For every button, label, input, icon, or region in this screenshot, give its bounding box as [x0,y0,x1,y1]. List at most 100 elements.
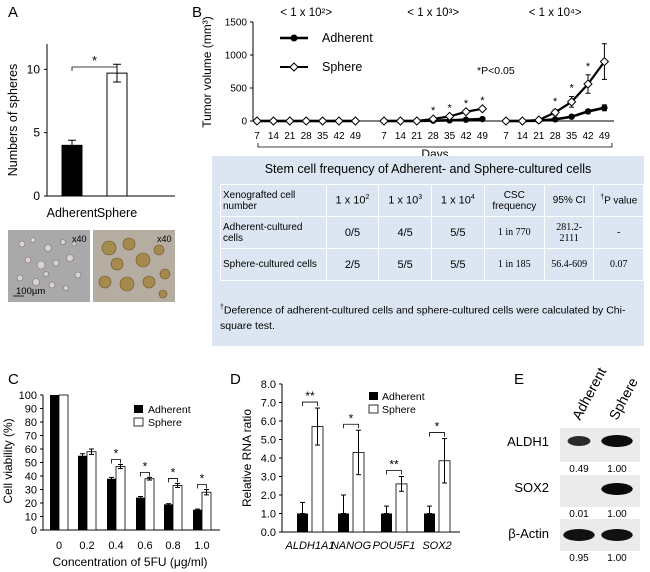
y-tick-label: 8.0 [261,379,276,391]
row-label: Adherent-cultured cells [220,216,327,249]
scale-bar-label: 100µm [16,286,45,297]
bar-adherent [136,497,145,530]
day-tick-label: 35 [566,131,578,142]
legend-swatch-adherent [369,392,378,400]
sphere-marker [599,56,610,67]
x-gene-label: POU5F1 [373,540,416,552]
bar-adherent [338,513,349,532]
blot-label: ALDH1 [507,434,549,449]
panel-letter-d: D [230,371,241,388]
y-tick-label: 80 [25,417,37,429]
x-gene-label: NANOG [331,540,372,552]
significance-bracket [343,423,359,429]
sphere-marker [252,116,262,126]
frequency-table: Xenografted cell number 1 x 102 1 x 103 … [220,184,644,281]
blot-label: SOX2 [514,480,549,495]
adherent-marker [584,108,592,115]
y-tick-label: 60 [25,444,37,456]
legend-swatch-sphere [133,417,144,427]
y-tick-label: 1500 [225,18,248,29]
x-axis-label: Concentration of 5FU (μg/ml) [53,555,208,569]
y-tick-label: 6.0 [261,416,276,428]
legend-label-adherent: Adherent [322,31,373,45]
significance-bracket [140,471,150,477]
legend-swatch-sphere [368,404,379,414]
sphere-marker [550,107,560,118]
sphere-marker [583,79,593,89]
day-tick-label: 7 [254,131,260,142]
significance-marker: * [92,53,97,68]
legend-label-sphere: Sphere [148,417,182,429]
header-cell-1e2: 1 x 102 [325,184,380,217]
cell-value: 5/5 [431,216,485,249]
group-title: < 1 x 10²> [280,7,332,19]
y-tick-label: 1.0 [261,509,276,521]
legend-label-sphere: Sphere [322,60,362,74]
y-tick-label: 50 [25,458,37,470]
cell-pvalue: 0.07 [593,248,644,281]
table-header-row: Xenografted cell number 1 x 102 1 x 103 … [220,184,644,217]
band-ratio-sphere: 1.00 [607,464,627,475]
day-tick-label: 42 [333,131,345,142]
sphere-marker [428,114,438,124]
panel-letter-b: B [192,4,202,21]
legend-swatch-adherent [134,405,143,413]
sphere-marker [501,116,511,126]
y-tick-label: 4.0 [261,453,276,465]
y-axis-label: Cell viability (%) [1,418,15,503]
day-tick-label: 21 [411,131,423,142]
sphere-photo-adherent: x40 100µm [8,230,90,302]
sphere-marker [350,116,361,126]
adherent-marker [462,116,470,123]
significance-note: *P<0.05 [477,65,515,77]
cell-csc-frequency: 1 in 770 [483,216,545,249]
significance-marker: * [143,459,148,473]
legend-marker-sphere [289,62,299,72]
significance-marker: * [435,420,440,434]
significance-bracket [111,459,121,464]
band-ratio-adherent: 0.49 [569,464,589,475]
bar-sphere [172,485,183,531]
sphere-cells-image: x40 [93,230,175,302]
day-tick-label: 14 [268,131,280,142]
stem-cell-frequency-table: Stem cell frequency of Adherent- and Sph… [212,156,644,346]
bar-sphere [201,491,212,531]
x-gene-label: SOX2 [422,540,451,552]
header-cell-csc: CSC frequency [483,184,545,217]
y-tick-label: 500 [230,84,247,95]
x-tick-label: 0.2 [79,540,94,552]
table-row: Adherent-cultured cells 0/5 4/5 5/5 1 in… [220,216,644,249]
y-tick-label: 20 [25,498,37,510]
lane-label-sphere: Sphere [606,375,641,423]
blot-band [601,483,633,495]
blot-band [563,529,595,541]
y-tick-label: 10 [27,62,41,76]
adherent-marker [479,115,486,123]
y-tick-label: 70 [25,431,37,443]
day-tick-label: 49 [350,131,362,142]
day-tick-label: 35 [317,131,329,142]
photo-magnification-right: x40 [157,234,172,244]
days-bracket [257,143,613,148]
significance-marker: * [200,472,205,486]
cell-value: 4/5 [378,216,432,249]
sphere-marker [461,107,471,117]
day-tick-label: 14 [517,131,529,142]
panel-letter-c: C [8,371,19,388]
sphere-marker [534,115,544,125]
legend-label-adherent: Adherent [382,391,425,403]
significance-bracket [429,432,445,437]
y-axis-label: Relative RNA ratio [240,409,254,507]
day-tick-label: 42 [460,131,472,142]
significance-bracket [71,66,118,71]
sphere-marker [566,97,577,107]
day-tick-label: 49 [477,131,489,142]
x-tick-label: 1.0 [194,540,209,552]
bar-adherent [297,513,308,532]
y-tick-label: 7.0 [261,398,276,410]
x-tick-label: 0.6 [137,540,152,552]
adherent-marker [601,104,608,112]
sphere-marker [285,116,295,126]
bar-adherent [78,455,87,530]
y-axis-label: Tumor volume (mm³) [200,16,214,128]
